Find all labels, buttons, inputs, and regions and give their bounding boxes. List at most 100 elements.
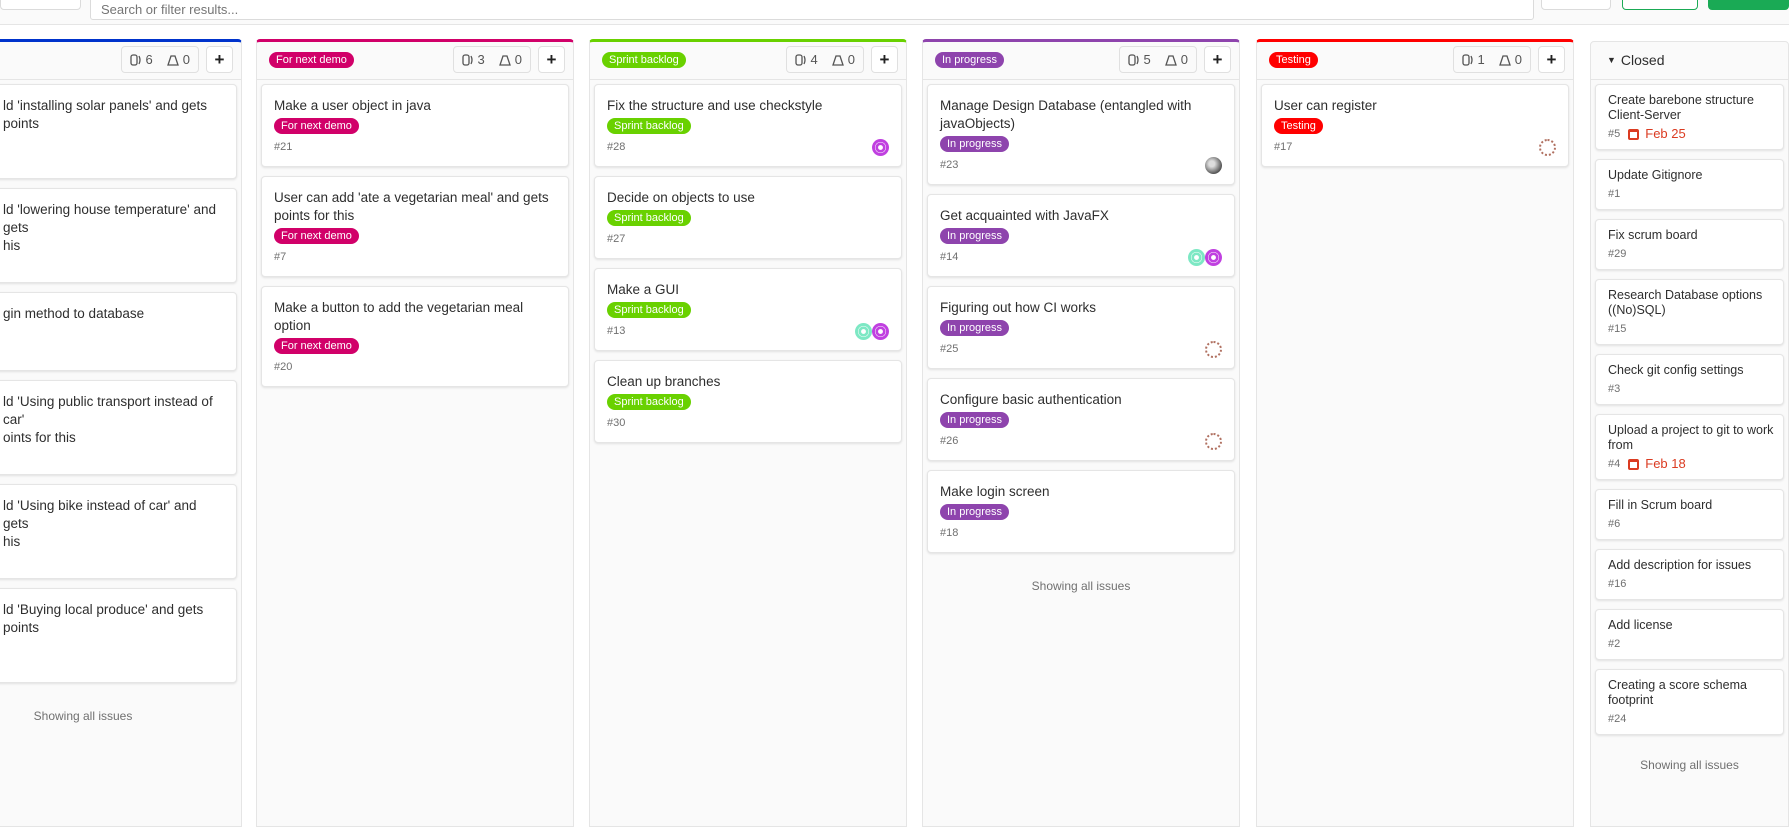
issue-label[interactable]: For next demo xyxy=(274,118,359,134)
issue-card[interactable]: Upload a project to git to work from #4 Fe… xyxy=(1595,414,1784,480)
sort-dropdown[interactable] xyxy=(1541,0,1611,10)
issue-label[interactable]: For next demo xyxy=(274,338,359,354)
issue-label[interactable]: Sprint backlog xyxy=(607,302,691,318)
issue-title[interactable]: User can register xyxy=(1274,98,1377,113)
issue-title[interactable]: ld 'Using bike instead of car' and gets … xyxy=(3,498,197,549)
issue-card[interactable]: User can register Testing #17 xyxy=(1261,84,1569,167)
issue-label[interactable]: Testing xyxy=(1274,118,1323,134)
issue-label[interactable]: In progress xyxy=(940,320,1010,336)
issue-card[interactable]: ld 'Using bike instead of car' and gets … xyxy=(0,484,237,579)
issue-meta: #28 xyxy=(607,140,887,154)
issue-title[interactable]: Make a button to add the vegetarian meal… xyxy=(274,300,524,333)
issue-title[interactable]: ld 'installing solar panels' and gets po… xyxy=(3,98,208,131)
issue-label[interactable]: In progress xyxy=(940,228,1010,244)
issue-card[interactable]: Fill in Scrum board #6 xyxy=(1595,489,1784,540)
issue-title[interactable]: ld 'lowering house temperature' and gets… xyxy=(3,202,217,253)
issue-card[interactable]: Update Gitignore #1 xyxy=(1595,159,1784,210)
issue-meta: #29 xyxy=(1608,247,1777,261)
add-list-button[interactable] xyxy=(1708,0,1789,10)
brown-avatar[interactable] xyxy=(1205,341,1222,358)
issue-title[interactable]: Make a GUI xyxy=(607,282,680,297)
issue-title[interactable]: Make login screen xyxy=(940,484,1050,499)
issue-title[interactable]: Upload a project to git to work from xyxy=(1608,423,1774,452)
issue-number: #23 xyxy=(940,159,959,171)
add-issue-button[interactable]: + xyxy=(538,46,565,73)
issue-card[interactable]: Fix the structure and use checkstyle Spri… xyxy=(594,84,902,167)
issue-title[interactable]: ld 'Using public transport instead of ca… xyxy=(3,394,213,445)
issue-title[interactable]: Configure basic authentication xyxy=(940,392,1122,407)
issue-card[interactable]: gin method to database xyxy=(0,292,237,371)
photo-avatar-avatar[interactable] xyxy=(1205,157,1222,174)
issue-card[interactable]: User can add 'ate a vegetarian meal' and… xyxy=(261,176,569,277)
issue-card[interactable]: Figuring out how CI works In progress #25 xyxy=(927,286,1235,369)
magenta-avatar[interactable] xyxy=(872,323,889,340)
issue-card[interactable]: Make a user object in java For next demo #… xyxy=(261,84,569,167)
issue-title[interactable]: Get acquainted with JavaFX xyxy=(940,208,1109,223)
issue-card[interactable]: Fix scrum board #29 xyxy=(1595,219,1784,270)
issue-title[interactable]: Fill in Scrum board xyxy=(1608,498,1713,512)
issue-card[interactable]: Creating a score schema footprint #24 xyxy=(1595,669,1784,735)
issue-card[interactable]: Clean up branches Sprint backlog #30 xyxy=(594,360,902,443)
column-title-closed[interactable]: ▼ Closed xyxy=(1607,52,1665,68)
issue-card[interactable]: Manage Design Database (entangled with j… xyxy=(927,84,1235,185)
issue-title[interactable]: Check git config settings xyxy=(1608,363,1744,377)
issue-label[interactable]: Sprint backlog xyxy=(607,118,691,134)
issue-card[interactable]: ld 'Buying local produce' and gets point… xyxy=(0,588,237,683)
issue-card[interactable]: ld 'lowering house temperature' and gets… xyxy=(0,188,237,283)
card-list: Make a user object in java For next demo #… xyxy=(257,80,573,387)
issue-card[interactable]: Configure basic authentication In progres… xyxy=(927,378,1235,461)
search-box[interactable] xyxy=(90,0,1534,20)
issue-card[interactable]: Make a GUI Sprint backlog #13 xyxy=(594,268,902,351)
issue-count: 5 xyxy=(1143,52,1151,67)
add-issue-button[interactable]: + xyxy=(871,46,898,73)
issue-card[interactable]: Check git config settings #3 xyxy=(1595,354,1784,405)
issue-label[interactable]: Sprint backlog xyxy=(607,394,691,410)
search-input[interactable] xyxy=(101,1,701,17)
brown-avatar[interactable] xyxy=(1205,433,1222,450)
brown-avatar[interactable] xyxy=(1539,139,1556,156)
issue-card[interactable]: Research Database options ((No)SQL) #15 xyxy=(1595,279,1784,345)
add-issue-button[interactable]: + xyxy=(206,46,233,73)
issue-label[interactable]: Sprint backlog xyxy=(607,210,691,226)
issue-title[interactable]: User can add 'ate a vegetarian meal' and… xyxy=(274,190,549,223)
issue-title[interactable]: Create barebone structure Client-Server xyxy=(1608,93,1754,122)
magenta-avatar[interactable] xyxy=(1205,249,1222,266)
issue-title[interactable]: Add license xyxy=(1608,618,1673,632)
issue-title[interactable]: Make a user object in java xyxy=(274,98,431,113)
issue-title[interactable]: Manage Design Database (entangled with j… xyxy=(940,98,1192,131)
issue-title[interactable]: Research Database options ((No)SQL) xyxy=(1608,288,1763,317)
issue-card[interactable]: Get acquainted with JavaFX In progress #14 xyxy=(927,194,1235,277)
issue-card[interactable]: Add license #2 xyxy=(1595,609,1784,660)
issue-title[interactable]: Decide on objects to use xyxy=(607,190,755,205)
issue-title[interactable]: Add description for issues xyxy=(1608,558,1752,572)
issue-title[interactable]: Creating a score schema footprint xyxy=(1608,678,1747,707)
issue-count: 4 xyxy=(810,52,818,67)
issue-card[interactable]: Add description for issues #16 xyxy=(1595,549,1784,600)
issue-card[interactable]: Create barebone structure Client-Server #… xyxy=(1595,84,1784,150)
issue-label[interactable]: For next demo xyxy=(274,228,359,244)
issue-title[interactable]: Update Gitignore xyxy=(1608,168,1703,182)
mint-avatar[interactable] xyxy=(1188,249,1205,266)
issue-title[interactable]: Figuring out how CI works xyxy=(940,300,1097,315)
issue-card[interactable]: ld 'installing solar panels' and gets po… xyxy=(0,84,237,179)
issue-label[interactable]: In progress xyxy=(940,412,1010,428)
issue-card[interactable]: Make login screen In progress #18 xyxy=(927,470,1235,553)
add-issue-button[interactable]: + xyxy=(1204,46,1231,73)
issue-title[interactable]: Clean up branches xyxy=(607,374,721,389)
issue-card[interactable]: ld 'Using public transport instead of ca… xyxy=(0,380,237,475)
add-issue-button[interactable]: + xyxy=(1538,46,1565,73)
issue-count: 3 xyxy=(477,52,485,67)
issue-title[interactable]: Fix scrum board xyxy=(1608,228,1698,242)
filter-dropdown[interactable] xyxy=(0,0,81,10)
mint-avatar[interactable] xyxy=(855,323,872,340)
issue-title[interactable]: ld 'Buying local produce' and gets point… xyxy=(3,602,204,635)
issue-label[interactable]: In progress xyxy=(940,504,1010,520)
outline-button[interactable] xyxy=(1622,0,1698,10)
issue-card[interactable]: Decide on objects to use Sprint backlog #2… xyxy=(594,176,902,259)
issue-title[interactable]: Fix the structure and use checkstyle xyxy=(607,98,823,113)
issue-card[interactable]: Make a button to add the vegetarian meal… xyxy=(261,286,569,387)
issue-title[interactable]: gin method to database xyxy=(3,306,145,321)
assignees xyxy=(855,323,889,340)
magenta-avatar[interactable] xyxy=(872,139,889,156)
issue-label[interactable]: In progress xyxy=(940,136,1010,152)
